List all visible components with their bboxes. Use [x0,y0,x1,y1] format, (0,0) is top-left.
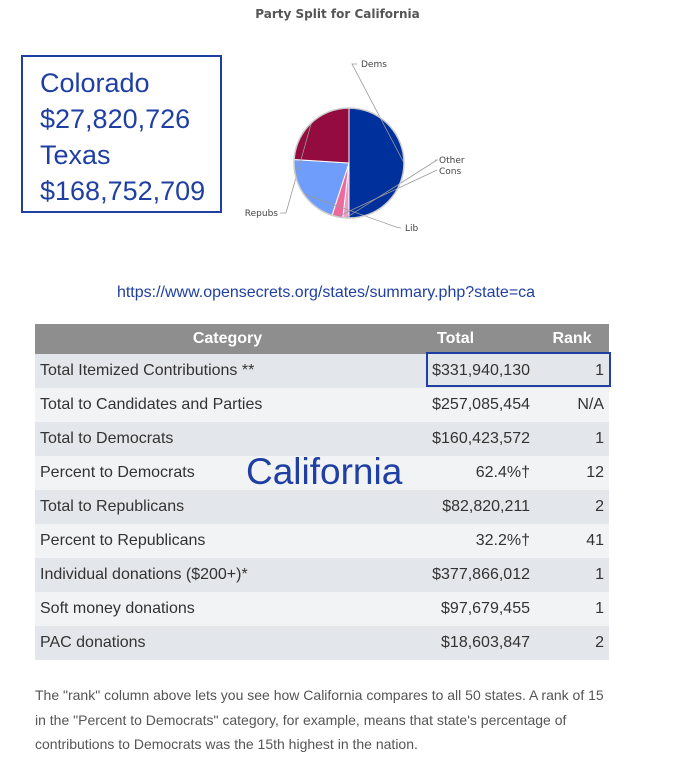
pie-label-lib: Lib [405,224,419,234]
state-overlay-label: California [246,451,403,492]
rank-explanation-note: The "rank" column above lets you see how… [35,687,604,752]
row-rank: 1 [535,558,609,592]
pie-outline [293,107,405,219]
row-rank: N/A [535,388,609,422]
row-category: Percent to Republicans [35,524,425,558]
pie-label-dems: Dems [361,60,387,70]
row-category: Percent to Democrats [35,456,425,490]
pie-label-other: Other [439,156,465,166]
header-total: Total [425,324,535,354]
row-category: Total to Democrats [35,422,425,456]
state-amount-1: $27,820,726 [40,104,191,134]
table-row: Percent to Democrats 62.4%† 12 [35,456,609,490]
row-rank: 41 [535,524,609,558]
pie-slice-dems [348,107,405,219]
pie-label-repubs: Repubs [245,209,279,219]
table-row: Percent to Republicans 32.2%† 41 [35,524,609,558]
pie-label-cons: Cons [439,167,461,177]
row-rank: 2 [535,490,609,524]
row-total: $18,603,847 [425,626,535,660]
row-rank: 2 [535,626,609,660]
row-rank: 1 [535,422,609,456]
header-rank: Rank [535,324,609,354]
table-row: Total to Republicans $82,820,211 2 [35,490,609,524]
row-total: $160,423,572 [425,422,535,456]
table-row: Total to Democrats $160,423,572 1 [35,422,609,456]
row-category: Total to Republicans [35,490,425,524]
row-total: $257,085,454 [425,388,535,422]
table-row: Individual donations ($200+)* $377,866,0… [35,558,609,592]
row-category: Total Itemized Contributions ** [35,354,425,388]
state-comparison-box: Colorado $27,820,726 Texas $168,752,709 [21,55,222,213]
row-total: $331,940,130 [425,354,535,388]
row-total: $377,866,012 [425,558,535,592]
pie-connector-repubs [280,122,312,214]
row-rank: 12 [535,456,609,490]
row-total: $82,820,211 [425,490,535,524]
state-amount-2: $168,752,709 [40,176,206,206]
row-category: PAC donations [35,626,425,660]
table-row: PAC donations $18,603,847 2 [35,626,609,660]
row-total: 62.4%† [425,456,535,490]
header-category: Category [35,324,425,354]
row-category: Total to Candidates and Parties [35,388,425,422]
row-total: $97,679,455 [425,592,535,626]
row-rank: 1 [535,354,609,388]
contributions-table: Category Total Rank Total Itemized Contr… [35,324,609,660]
chart-title: Party Split for California [255,7,420,21]
row-category: Soft money donations [35,592,425,626]
row-rank: 1 [535,592,609,626]
pie-connector-dems [351,63,405,164]
table-header-row: Category Total Rank [35,324,609,354]
row-category: Individual donations ($200+)* [35,558,425,592]
table-row: Total to Candidates and Parties $257,085… [35,388,609,422]
table-row: Soft money donations $97,679,455 1 [35,592,609,626]
source-link[interactable]: https://www.opensecrets.org/states/summa… [116,284,536,301]
table-row: Total Itemized Contributions ** $331,940… [35,354,609,388]
state-name-2: Texas [40,140,111,170]
state-name-1: Colorado [40,68,150,98]
pie-connector-cons [337,169,438,218]
row-total: 32.2%† [425,524,535,558]
pie-connector-lib [303,193,402,229]
